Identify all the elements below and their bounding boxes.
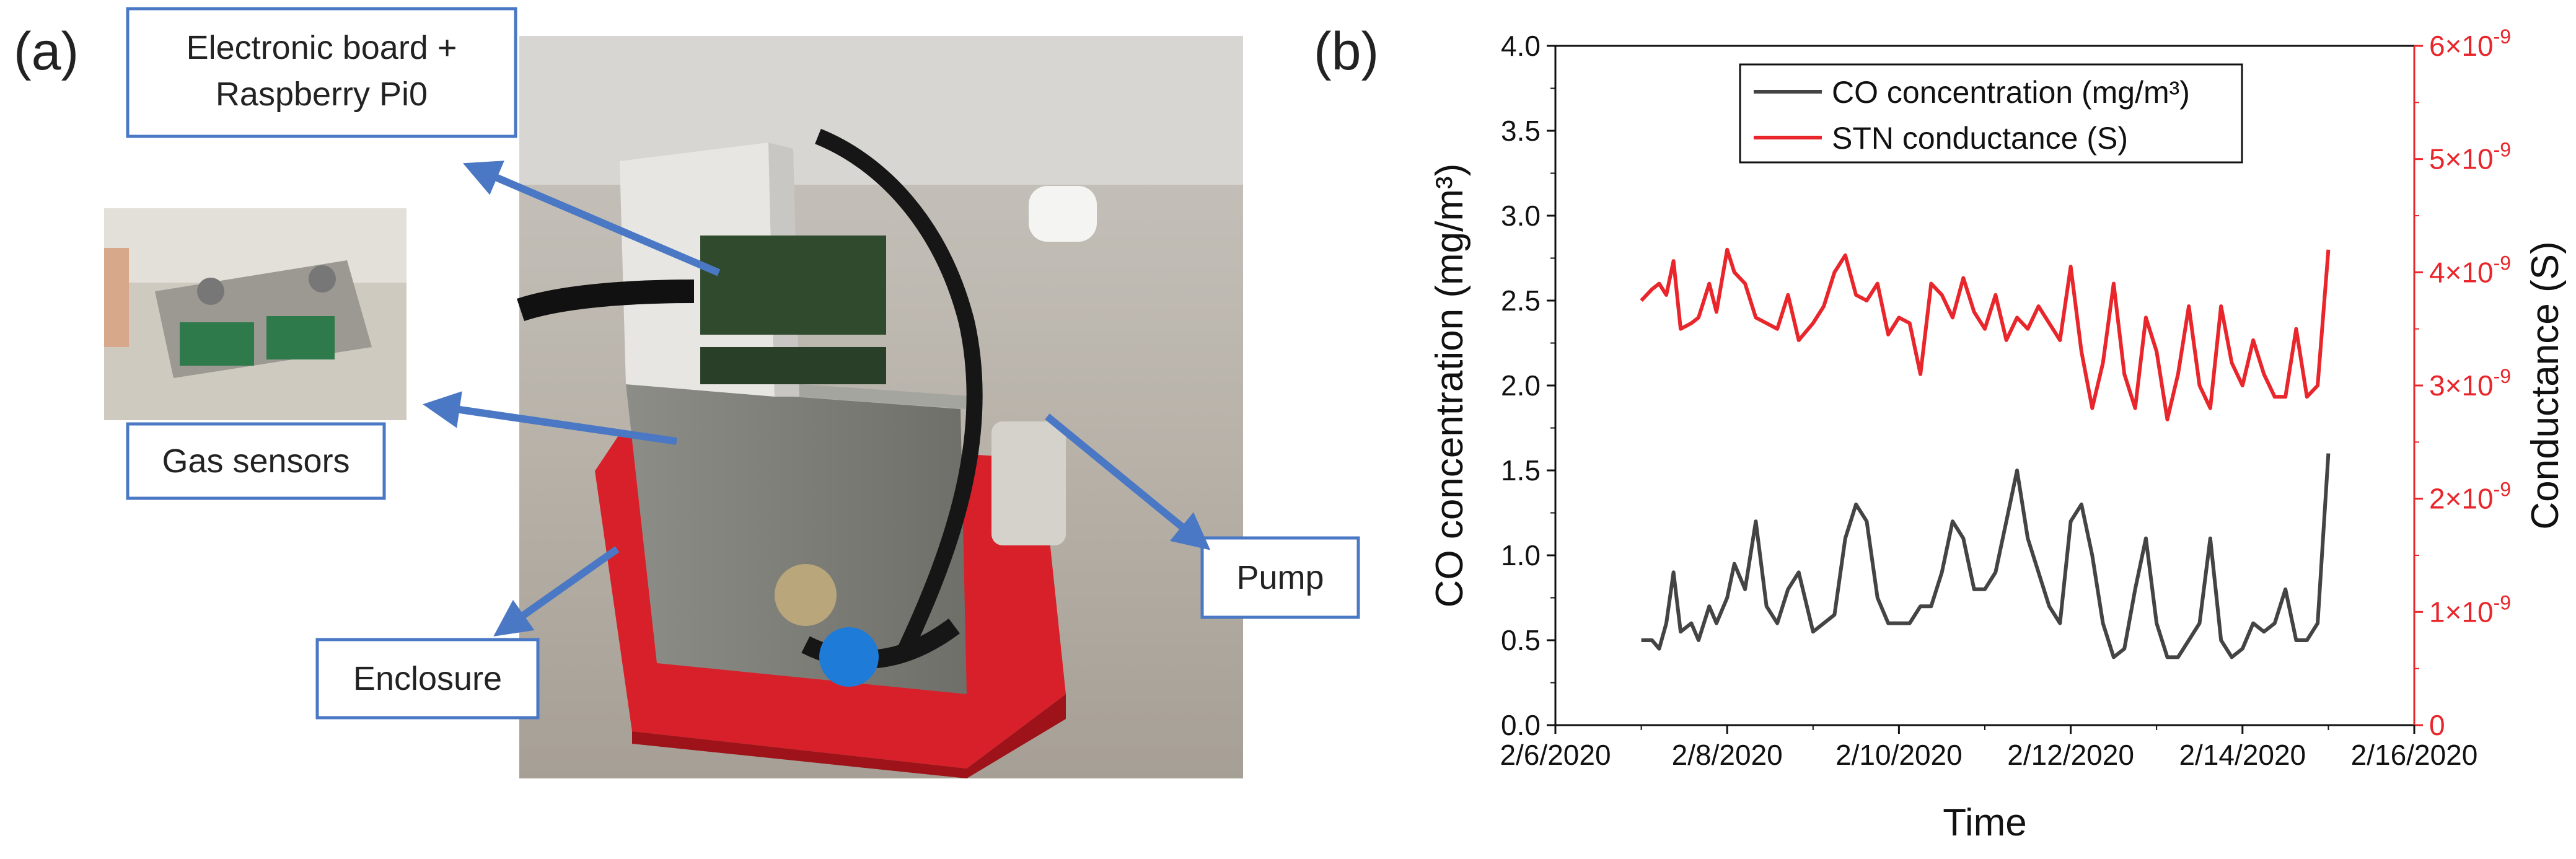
panel-b: (b) 0.0 0.5 1.0 1.5 2.0 2.5 3.0 3.5 4.0 0 1×10-9 2… — [1314, 22, 2567, 844]
callout-enclosure: Enclosure — [315, 638, 540, 720]
x-tick-label: 2/6/2020 — [1500, 739, 1611, 771]
left-y-axis: 0.0 0.5 1.0 1.5 2.0 2.5 3.0 3.5 4.0 — [1501, 30, 1555, 741]
arrow-enclosure — [493, 546, 620, 637]
callout-board-line-1: Electronic board + — [187, 29, 457, 66]
panel-a: (a) — [14, 7, 1360, 778]
sensors-inset-photo — [104, 208, 407, 420]
right-tick-label: 0 — [2429, 709, 2445, 741]
left-tick-label: 1.0 — [1501, 539, 1541, 571]
x-axis: 2/6/2020 2/8/2020 2/10/2020 2/12/2020 2/14/2… — [1500, 725, 2477, 771]
left-tick-label: 2.5 — [1501, 284, 1541, 317]
arrow-pump — [1045, 413, 1211, 550]
right-tick-label: 5×10-9 — [2429, 139, 2511, 175]
x-tick-label: 2/14/2020 — [2179, 739, 2306, 771]
device-photo — [516, 36, 1243, 778]
arrow-sensors — [423, 391, 677, 445]
right-tick-label: 3×10-9 — [2429, 365, 2511, 402]
callout-enclosure-text: Enclosure — [353, 660, 502, 697]
left-tick-label: 0.5 — [1501, 624, 1541, 656]
left-tick-label: 4.0 — [1501, 30, 1541, 62]
x-tick-label: 2/16/2020 — [2351, 739, 2478, 771]
legend-box — [1739, 63, 2243, 164]
co-conductance-chart: 0.0 0.5 1.0 1.5 2.0 2.5 3.0 3.5 4.0 0 1×10-9 2×10-… — [1428, 25, 2567, 844]
x-tick-label: 2/10/2020 — [1835, 739, 1963, 771]
panel-a-label: (a) — [14, 22, 79, 81]
arrow-board — [462, 161, 721, 276]
right-tick-label: 4×10-9 — [2429, 252, 2511, 288]
right-tick-label: 2×10-9 — [2429, 478, 2511, 515]
callout-pump-text: Pump — [1236, 559, 1324, 596]
left-tick-label: 0.0 — [1501, 709, 1541, 741]
x-axis-title: Time — [1943, 801, 2026, 844]
right-y-axis: 0 1×10-9 2×10-9 3×10-9 4×10-9 5×10-9 6×10-9 — [2414, 25, 2511, 741]
callout-sensors: Gas sensors — [126, 422, 386, 500]
callout-pump: Pump — [1200, 536, 1360, 619]
series-layer — [1640, 247, 2331, 659]
callout-sensors-text: Gas sensors — [162, 443, 349, 480]
left-y-axis-title: CO concentration (mg/m³) — [1428, 164, 1471, 608]
right-tick-label: 6×10-9 — [2429, 25, 2511, 62]
left-tick-label: 2.0 — [1501, 369, 1541, 402]
panel-b-label: (b) — [1314, 22, 1379, 81]
left-tick-label: 3.0 — [1501, 200, 1541, 232]
right-y-axis-title: Conductance (S) — [2524, 241, 2567, 529]
legend-label-stn: STN conductance (S) — [1832, 121, 2128, 156]
legend-label-co: CO concentration (mg/m³) — [1832, 75, 2190, 110]
left-tick-label: 1.5 — [1501, 454, 1541, 487]
x-tick-label: 2/12/2020 — [2007, 739, 2134, 771]
callout-board: Electronic board + Raspberry Pi0 — [126, 7, 517, 138]
series-stn-conductance-line — [1640, 247, 2331, 421]
right-tick-label: 1×10-9 — [2429, 591, 2511, 628]
x-tick-label: 2/8/2020 — [1672, 739, 1783, 771]
legend: CO concentration (mg/m³) STN conductance… — [1739, 63, 2243, 164]
callout-board-line-2: Raspberry Pi0 — [216, 76, 428, 113]
series-co-concentration-line — [1641, 453, 2331, 659]
left-tick-label: 3.5 — [1501, 115, 1541, 147]
